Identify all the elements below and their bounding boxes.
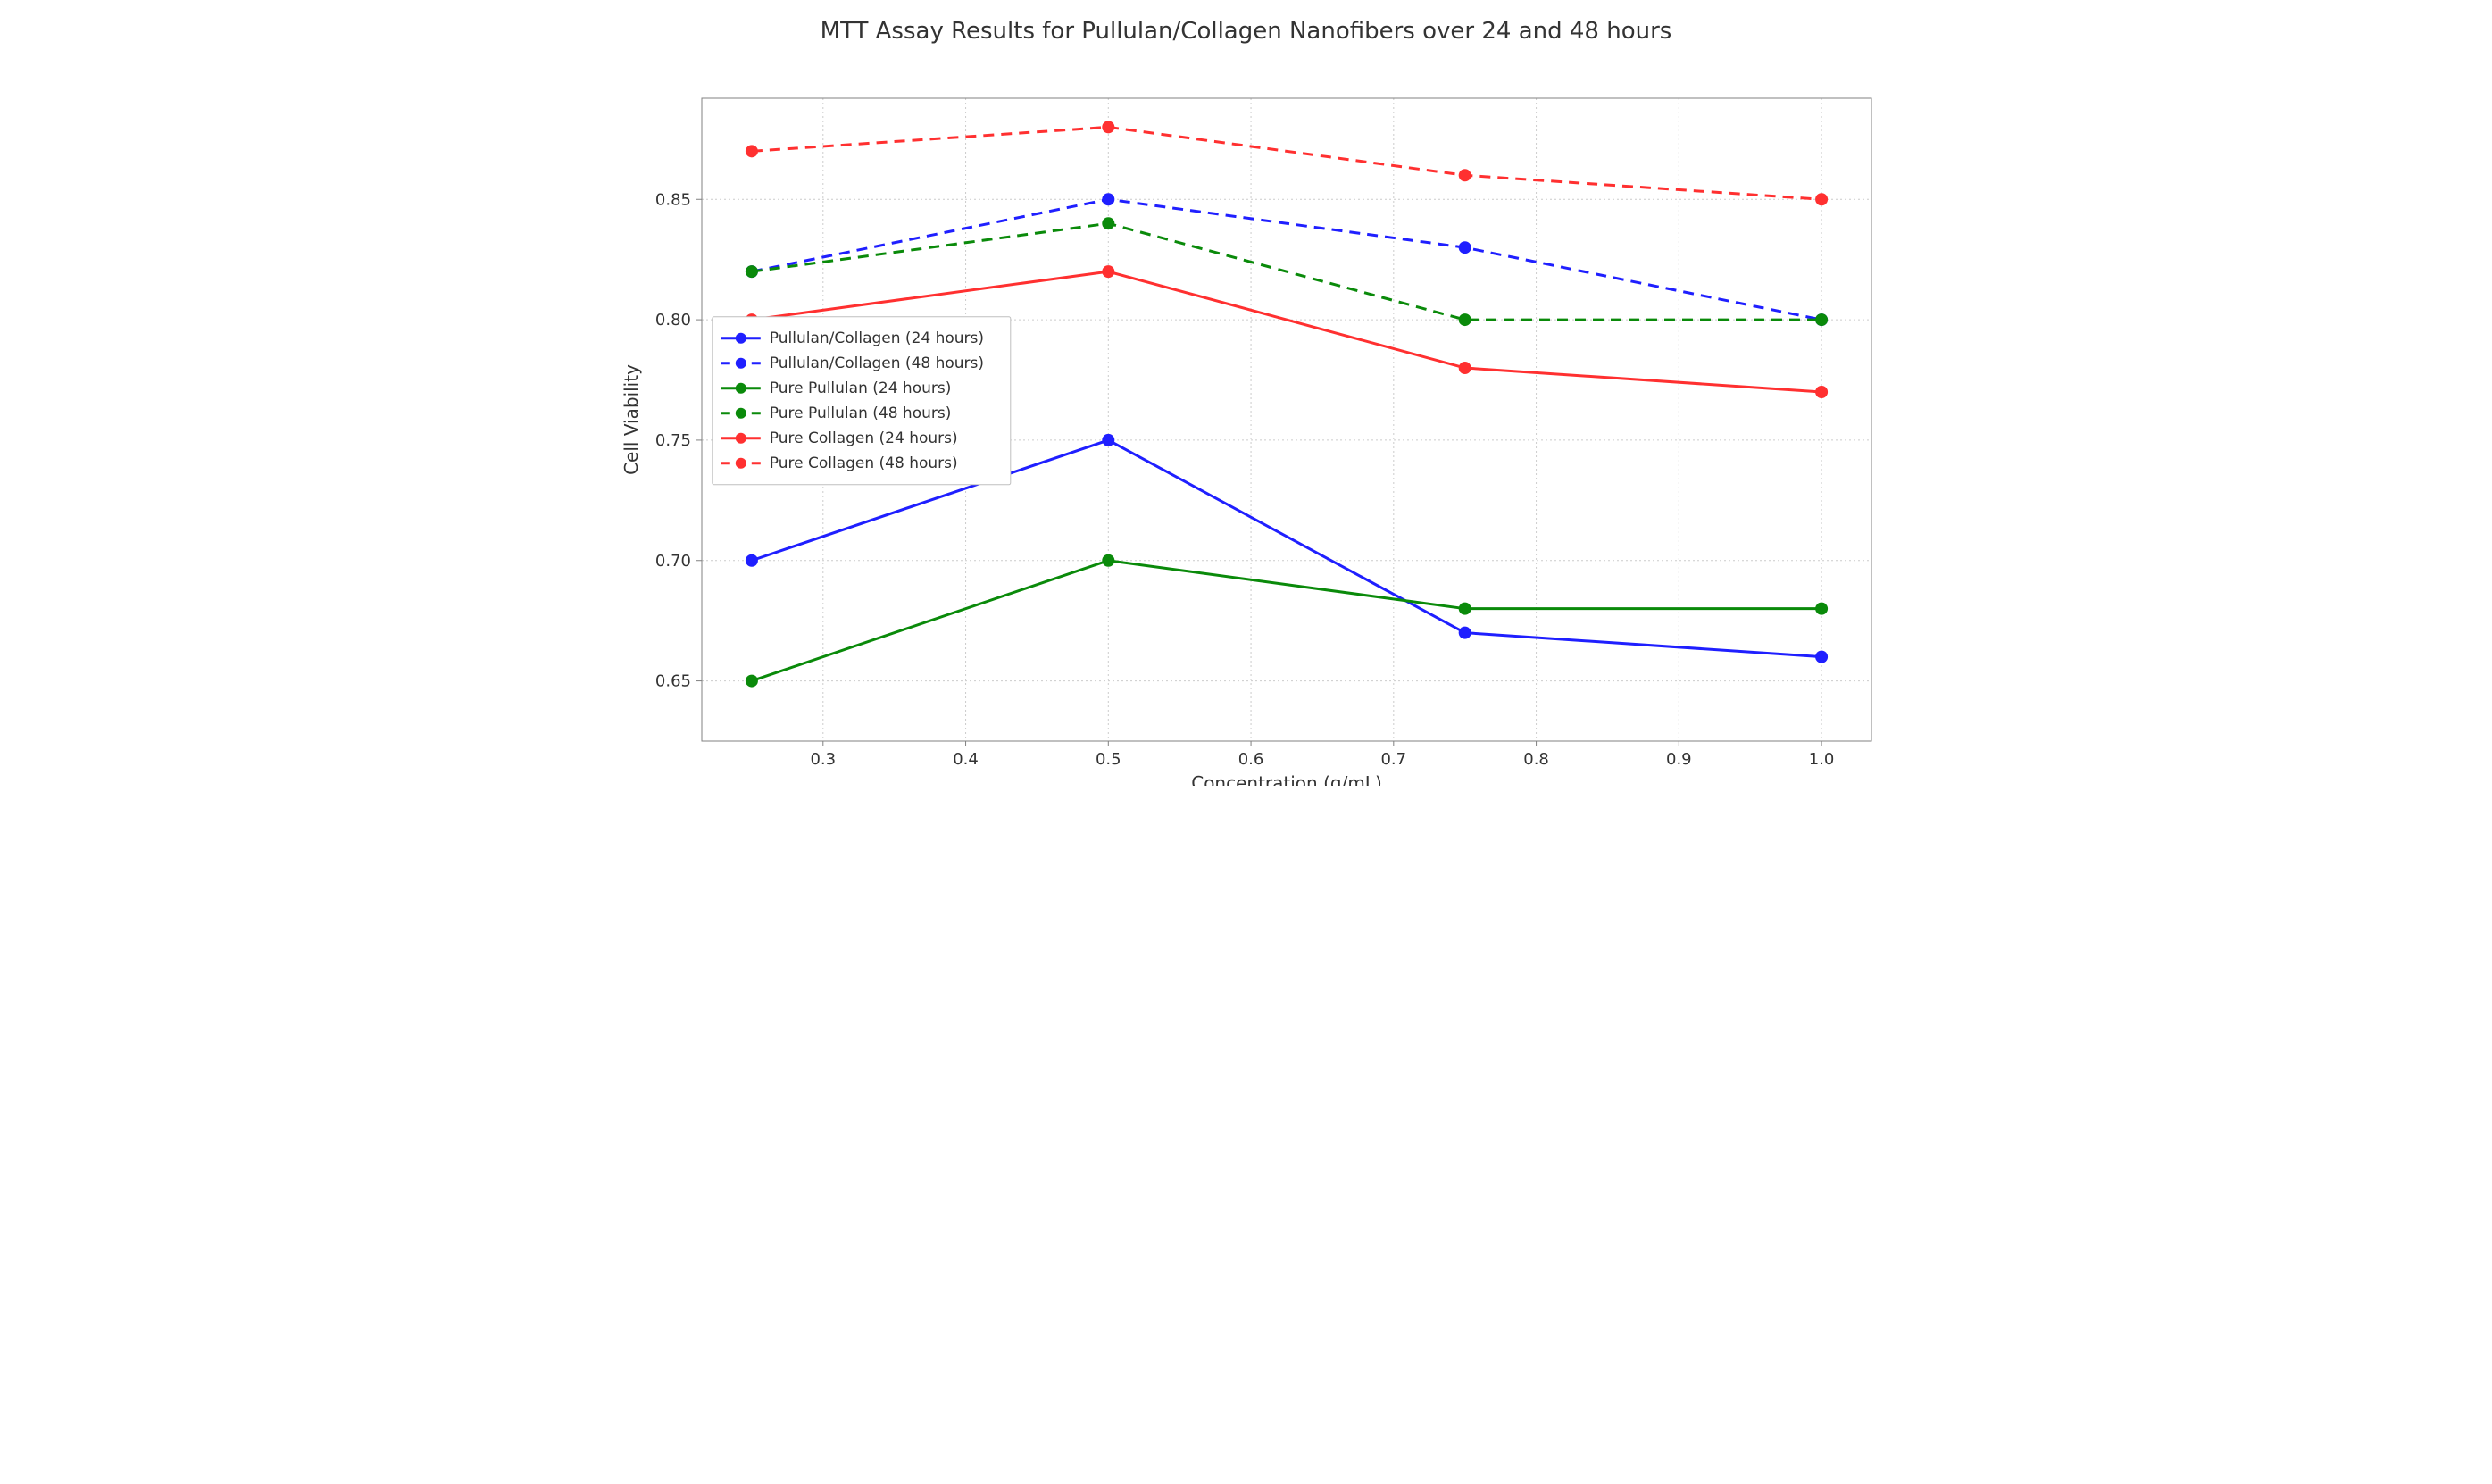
legend-marker-s3 [735, 408, 746, 419]
xtick-label: 0.9 [1666, 750, 1692, 769]
chart-svg: 0.3 0.4 0.5 0.6 0.7 0.8 0.9 1.0 0.65 0.70 0.75 0.80… [595, 54, 1898, 786]
series-marker-s2 [745, 675, 757, 688]
ytick-label: 0.65 [654, 672, 690, 691]
legend-label-s1: Pullulan/Collagen (48 hours) [769, 354, 983, 372]
xtick-label: 0.6 [1238, 750, 1263, 769]
series-marker-s2 [1458, 603, 1471, 615]
legend-marker-s4 [735, 433, 746, 444]
legend-marker-s0 [735, 333, 746, 344]
legend-marker-s2 [735, 383, 746, 394]
x-axis-label: Concentration (g/mL) [1191, 772, 1382, 786]
ytick-label: 0.75 [654, 431, 690, 450]
xtick-label: 0.5 [1095, 750, 1121, 769]
legend-label-s5: Pure Collagen (48 hours) [769, 454, 957, 472]
legend-marker-s1 [735, 358, 746, 369]
series-marker-s0 [1102, 434, 1114, 446]
series-marker-s2 [1102, 554, 1114, 567]
series-marker-s5 [1815, 193, 1828, 205]
series-marker-s1 [1102, 193, 1114, 205]
xtick-label: 0.7 [1380, 750, 1406, 769]
xtick-label: 0.8 [1523, 750, 1549, 769]
series-marker-s5 [745, 145, 757, 157]
series-marker-s3 [1815, 313, 1828, 326]
series-marker-s0 [1458, 627, 1471, 639]
legend-label-s0: Pullulan/Collagen (24 hours) [769, 329, 983, 347]
series-line-s5 [751, 127, 1821, 199]
legend-label-s3: Pure Pullulan (48 hours) [769, 404, 951, 422]
legend-label-s4: Pure Collagen (24 hours) [769, 429, 957, 447]
legend-label-s2: Pure Pullulan (24 hours) [769, 379, 951, 397]
ytick-label: 0.80 [654, 311, 690, 329]
series-marker-s4 [1102, 265, 1114, 278]
series-marker-s5 [1458, 169, 1471, 181]
chart-container: MTT Assay Results for Pullulan/Collagen … [595, 18, 1898, 795]
series-line-s2 [751, 561, 1821, 681]
series-line-s1 [751, 199, 1821, 320]
series-marker-s4 [1458, 362, 1471, 374]
chart-title: MTT Assay Results for Pullulan/Collagen … [595, 18, 1898, 45]
xtick-label: 0.3 [810, 750, 836, 769]
xtick-label: 0.4 [953, 750, 979, 769]
ytick-label: 0.85 [654, 190, 690, 209]
series-marker-s3 [1102, 217, 1114, 229]
ytick-label: 0.70 [654, 552, 690, 571]
series-marker-s5 [1102, 121, 1114, 133]
series-marker-s3 [1458, 313, 1471, 326]
legend-marker-s5 [735, 458, 746, 469]
xtick-label: 1.0 [1808, 750, 1834, 769]
y-axis-label: Cell Viability [621, 364, 642, 475]
series-marker-s4 [1815, 386, 1828, 398]
series-marker-s2 [1815, 603, 1828, 615]
series-marker-s1 [1458, 241, 1471, 254]
series-marker-s0 [1815, 651, 1828, 663]
series-marker-s0 [745, 554, 757, 567]
series-marker-s3 [745, 265, 757, 278]
